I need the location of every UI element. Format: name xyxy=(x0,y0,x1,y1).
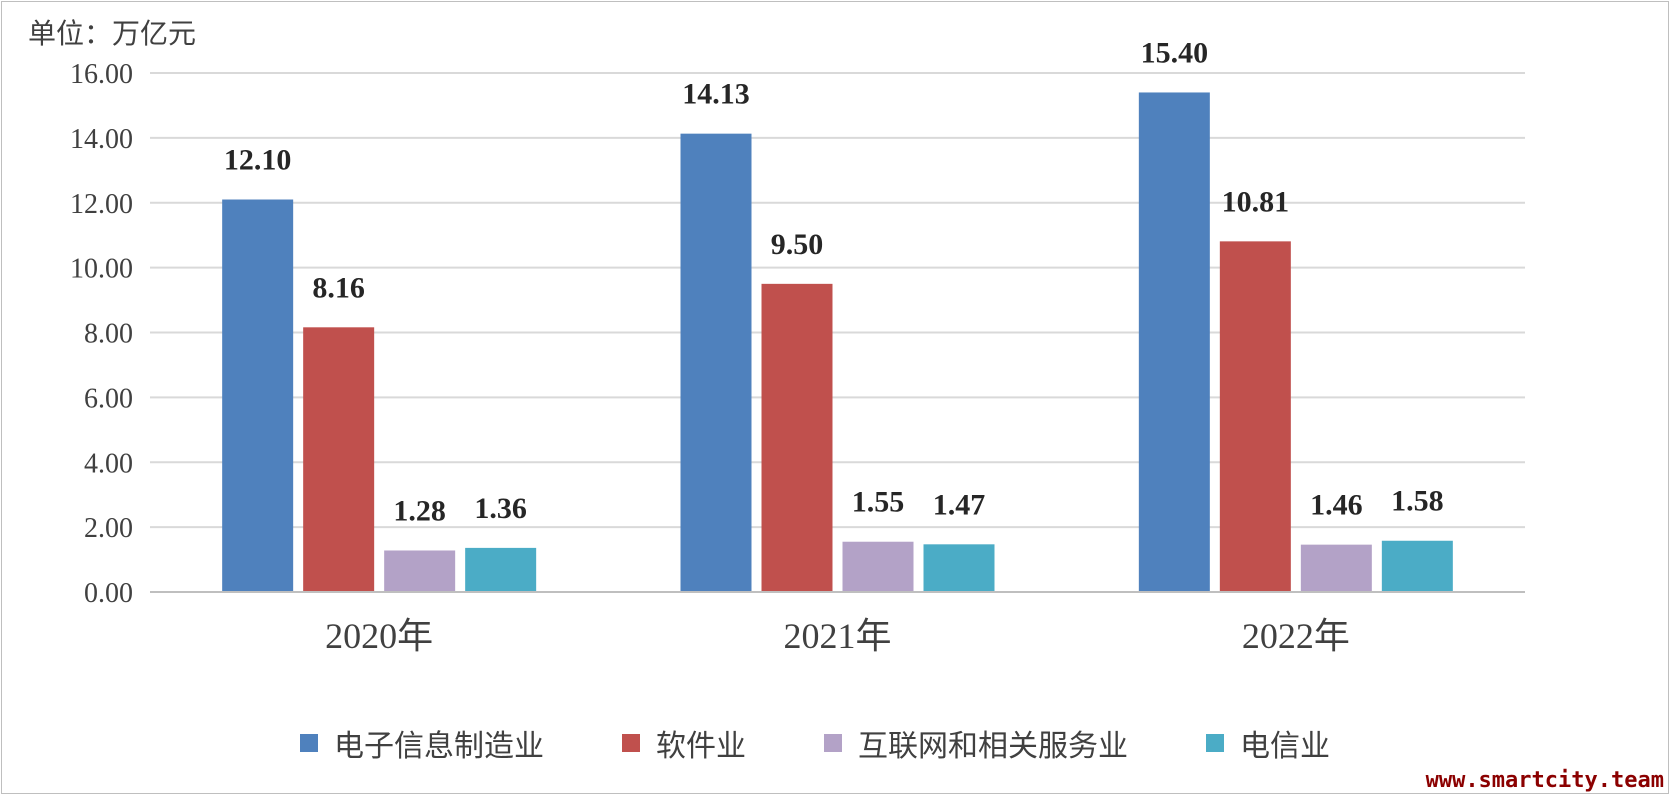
data-label: 14.13 xyxy=(682,78,750,111)
bar xyxy=(680,133,752,592)
legend-item: 电信业 xyxy=(1206,721,1330,765)
bar xyxy=(303,327,375,592)
y-tick-label: 16.00 xyxy=(70,59,133,90)
y-tick-label: 2.00 xyxy=(84,513,133,544)
y-tick-label: 0.00 xyxy=(84,578,133,609)
y-tick-label: 6.00 xyxy=(84,383,133,414)
bar xyxy=(384,550,456,592)
data-label: 1.28 xyxy=(393,494,446,527)
bar xyxy=(222,199,294,592)
bar xyxy=(842,541,914,592)
data-label: 1.47 xyxy=(933,488,986,521)
bar xyxy=(1381,540,1453,592)
data-label: 8.16 xyxy=(312,271,365,304)
legend-swatch xyxy=(1206,734,1224,752)
data-label: 1.46 xyxy=(1310,489,1363,522)
legend-swatch xyxy=(622,734,640,752)
legend-item: 软件业 xyxy=(622,721,746,765)
bar xyxy=(761,283,833,592)
data-label: 9.50 xyxy=(771,228,824,261)
x-category-label: 2022年 xyxy=(1242,616,1350,656)
legend-label: 软件业 xyxy=(656,729,746,764)
data-label: 10.81 xyxy=(1222,185,1290,218)
data-label: 1.55 xyxy=(852,486,905,519)
data-label: 12.10 xyxy=(224,144,292,177)
y-tick-label: 4.00 xyxy=(84,448,133,479)
y-tick-label: 12.00 xyxy=(70,189,133,220)
legend-item: 电子信息制造业 xyxy=(300,721,544,765)
legend-label: 电子信息制造业 xyxy=(334,729,544,764)
data-label: 1.36 xyxy=(474,492,527,525)
legend-label: 电信业 xyxy=(1240,729,1330,764)
bar xyxy=(465,547,537,592)
legend-swatch xyxy=(824,734,842,752)
legend-item: 互联网和相关服务业 xyxy=(824,721,1128,765)
x-category-label: 2020年 xyxy=(325,616,433,656)
legend: 电子信息制造业 软件业 互联网和相关服务业 电信业 xyxy=(300,721,1408,765)
bar xyxy=(1138,92,1210,593)
watermark: www.smartcity.team xyxy=(1425,768,1664,793)
legend-swatch xyxy=(300,734,318,752)
data-label: 1.58 xyxy=(1391,485,1444,518)
y-tick-label: 8.00 xyxy=(84,319,133,350)
legend-label: 互联网和相关服务业 xyxy=(858,729,1128,764)
bar xyxy=(1300,544,1372,592)
y-tick-label: 14.00 xyxy=(70,124,133,155)
y-tick-label: 10.00 xyxy=(70,254,133,285)
bar xyxy=(1219,241,1291,592)
x-category-label: 2021年 xyxy=(783,616,891,656)
unit-label: 单位：万亿元 xyxy=(28,19,197,50)
bar xyxy=(923,544,995,592)
data-label: 15.40 xyxy=(1141,36,1209,69)
